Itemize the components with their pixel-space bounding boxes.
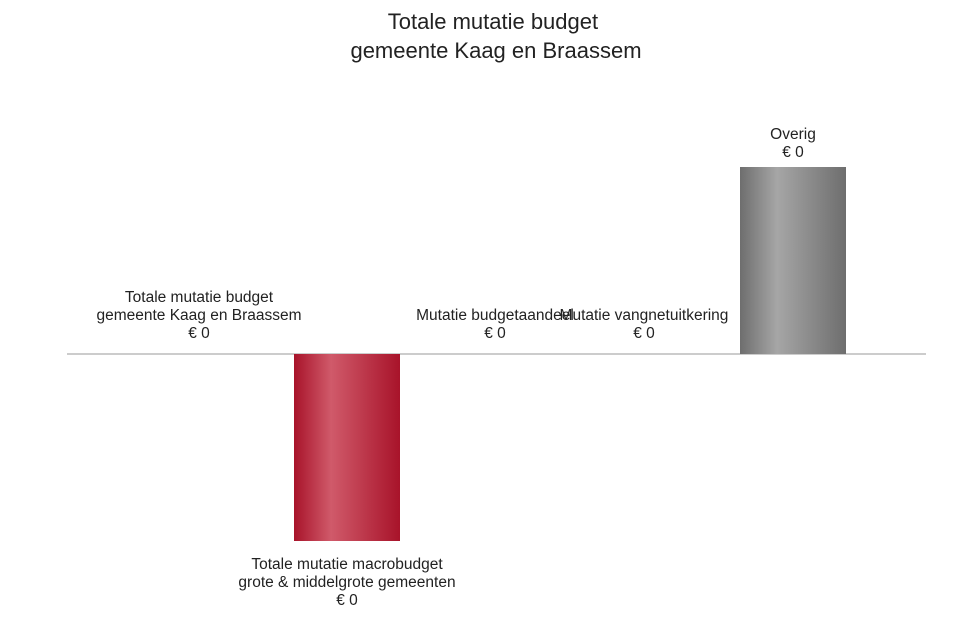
bar-category-label-1-line-2: gemeente Kaag en Braassem [96,307,301,324]
bar-category-label-1-line-1: Totale mutatie budget [125,289,274,306]
bar-label-3: Mutatie budgetaandeel € 0 [416,307,574,342]
bar-value-label-2: € 0 [336,592,358,609]
bar-value-label-3: € 0 [484,325,506,342]
bar-5 [740,167,846,354]
bar-label-5: Overig € 0 [770,126,816,161]
bar-label-1: Totale mutatie budget gemeente Kaag en Br… [96,289,301,342]
bar-category-label-2-line-2: grote & middelgrote gemeenten [238,574,455,591]
bar-category-label-5-line-1: Overig [770,126,816,143]
chart-title: Totale mutatie budget gemeente Kaag en B… [350,9,641,63]
bar-value-label-5: € 0 [782,144,804,161]
bar-label-4: Mutatie vangnetuitkering € 0 [560,307,729,342]
bar-label-2: Totale mutatie macrobudget grote & middel… [238,556,455,609]
chart-title-line-1: Totale mutatie budget [388,9,598,34]
bar-category-label-4-line-1: Mutatie vangnetuitkering [560,307,729,324]
chart-title-line-2: gemeente Kaag en Braassem [350,38,641,63]
bar-category-label-3-line-1: Mutatie budgetaandeel [416,307,574,324]
bar-category-label-2-line-1: Totale mutatie macrobudget [251,556,443,573]
bar-2 [294,354,400,541]
bar-value-label-4: € 0 [633,325,655,342]
bar-value-label-1: € 0 [188,325,210,342]
